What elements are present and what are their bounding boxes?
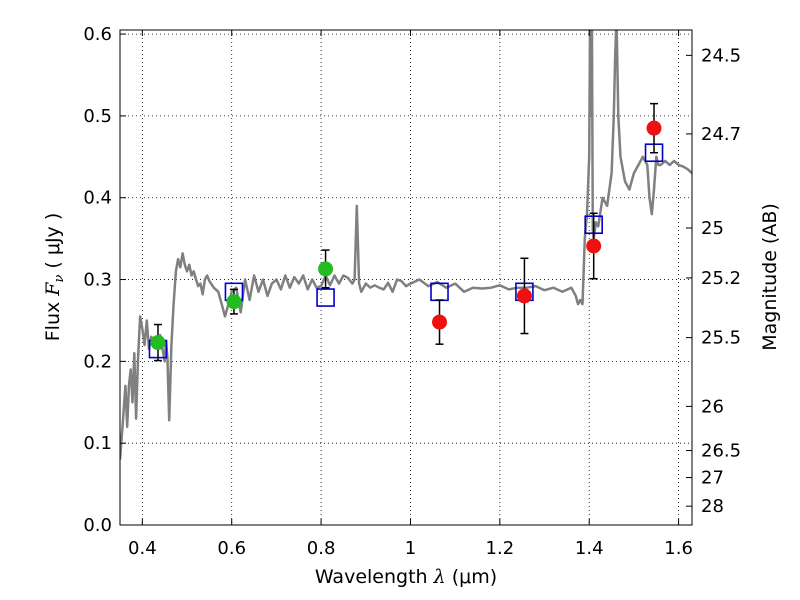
axis-labels: Wavelength λ (μm) Flux Fν ( μJy ) Magnit… xyxy=(42,203,781,588)
ticks-layer: 0.4 0.6 0.8 1 1.2 1.4 1.6 0.0 0.1 0.2 0.3 0.4 0.5 0.6… xyxy=(83,24,741,559)
x-tick-label: 0.8 xyxy=(307,538,336,559)
y-right-tick-label: 28 xyxy=(701,496,724,517)
y-right-tick-label: 25.2 xyxy=(701,268,741,289)
x-tick-label: 1.4 xyxy=(575,538,604,559)
y-right-tick-label: 26.5 xyxy=(701,441,741,462)
x-tick-label: 1 xyxy=(405,538,416,559)
nir-observed-point xyxy=(646,120,662,136)
y-tick-label: 0.3 xyxy=(83,270,112,291)
nir-observed-point xyxy=(586,238,602,254)
y-right-tick-label: 25.5 xyxy=(701,328,741,349)
y-tick-label: 0.2 xyxy=(83,351,112,372)
y-right-tick-label: 26 xyxy=(701,396,724,417)
optical-observed-point xyxy=(150,335,166,351)
x-axis-label: Wavelength λ (μm) xyxy=(315,566,497,588)
y-right-tick-label: 24.5 xyxy=(701,45,741,66)
y-right-tick-label: 27 xyxy=(701,468,724,489)
y-axis-right-label: Magnitude (AB) xyxy=(759,203,781,351)
y-tick-label: 0.6 xyxy=(83,24,112,45)
nir-observed-point xyxy=(432,314,448,330)
points-layer xyxy=(148,102,664,362)
x-tick-label: 0.4 xyxy=(128,538,157,559)
x-tick-label: 1.6 xyxy=(664,538,693,559)
spectrum-line xyxy=(120,30,692,460)
y-right-tick-label: 24.7 xyxy=(701,124,741,145)
y-axis-label: Flux Fν ( μJy ) xyxy=(42,213,67,342)
spectrum-layer xyxy=(120,30,692,460)
y-tick-label: 0.4 xyxy=(83,188,112,209)
model-point-square xyxy=(316,288,335,307)
optical-observed-point xyxy=(318,261,334,277)
y-tick-label: 0.5 xyxy=(83,106,112,127)
y-right-tick-label: 25 xyxy=(701,218,724,239)
x-tick-label: 0.6 xyxy=(217,538,246,559)
y-tick-label: 0.1 xyxy=(83,433,112,454)
x-tick-label: 1.2 xyxy=(486,538,515,559)
y-tick-label: 0.0 xyxy=(83,515,112,536)
nir-observed-point xyxy=(516,288,532,304)
optical-observed-point xyxy=(226,294,242,310)
